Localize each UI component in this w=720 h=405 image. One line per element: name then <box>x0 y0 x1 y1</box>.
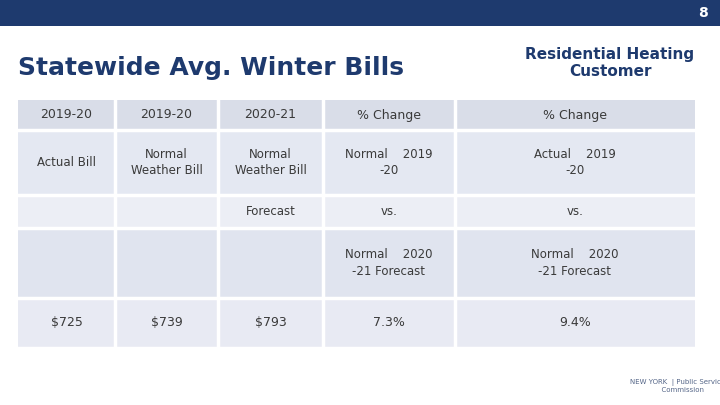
Text: Customer: Customer <box>569 64 652 79</box>
FancyBboxPatch shape <box>18 228 695 298</box>
Text: NEW YORK  | Public Service
              Commission: NEW YORK | Public Service Commission <box>630 379 720 393</box>
FancyBboxPatch shape <box>18 195 695 228</box>
Text: 9.4%: 9.4% <box>559 316 591 330</box>
Text: vs.: vs. <box>381 205 397 218</box>
Text: Normal
Weather Bill: Normal Weather Bill <box>130 147 202 177</box>
FancyBboxPatch shape <box>18 298 695 348</box>
Text: 2019-20: 2019-20 <box>40 109 92 122</box>
Text: Normal
Weather Bill: Normal Weather Bill <box>235 147 307 177</box>
Text: 8: 8 <box>698 6 708 20</box>
Text: Normal    2020
-21 Forecast: Normal 2020 -21 Forecast <box>531 248 618 278</box>
Text: 2020-21: 2020-21 <box>245 109 297 122</box>
Text: Forecast: Forecast <box>246 205 295 218</box>
Text: $793: $793 <box>255 316 287 330</box>
Text: vs.: vs. <box>567 205 583 218</box>
Text: 7.3%: 7.3% <box>373 316 405 330</box>
Text: Actual Bill: Actual Bill <box>37 156 96 169</box>
Text: Normal    2019
-20: Normal 2019 -20 <box>345 147 433 177</box>
Text: 2019-20: 2019-20 <box>140 109 192 122</box>
Text: $739: $739 <box>150 316 182 330</box>
FancyBboxPatch shape <box>18 130 695 195</box>
FancyBboxPatch shape <box>0 0 720 26</box>
Text: % Change: % Change <box>357 109 421 122</box>
FancyBboxPatch shape <box>18 100 695 130</box>
Text: % Change: % Change <box>543 109 607 122</box>
Text: Residential Heating: Residential Heating <box>526 47 695 62</box>
Text: $725: $725 <box>50 316 82 330</box>
Text: Normal    2020
-21 Forecast: Normal 2020 -21 Forecast <box>346 248 433 278</box>
Text: Statewide Avg. Winter Bills: Statewide Avg. Winter Bills <box>18 56 404 80</box>
Text: Actual    2019
-20: Actual 2019 -20 <box>534 147 616 177</box>
